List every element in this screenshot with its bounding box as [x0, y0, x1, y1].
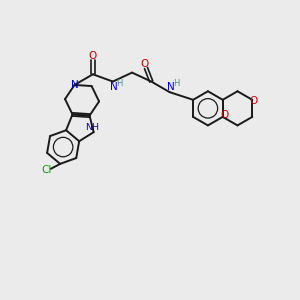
Text: N: N: [71, 80, 78, 90]
Text: O: O: [140, 59, 148, 69]
Text: N: N: [167, 82, 174, 92]
Text: O: O: [250, 96, 258, 106]
Text: O: O: [220, 110, 228, 120]
Text: H: H: [116, 79, 122, 88]
Text: Cl: Cl: [41, 165, 52, 176]
Text: N: N: [110, 82, 118, 92]
Text: NH: NH: [85, 123, 99, 132]
Text: O: O: [89, 51, 97, 61]
Text: H: H: [173, 79, 179, 88]
